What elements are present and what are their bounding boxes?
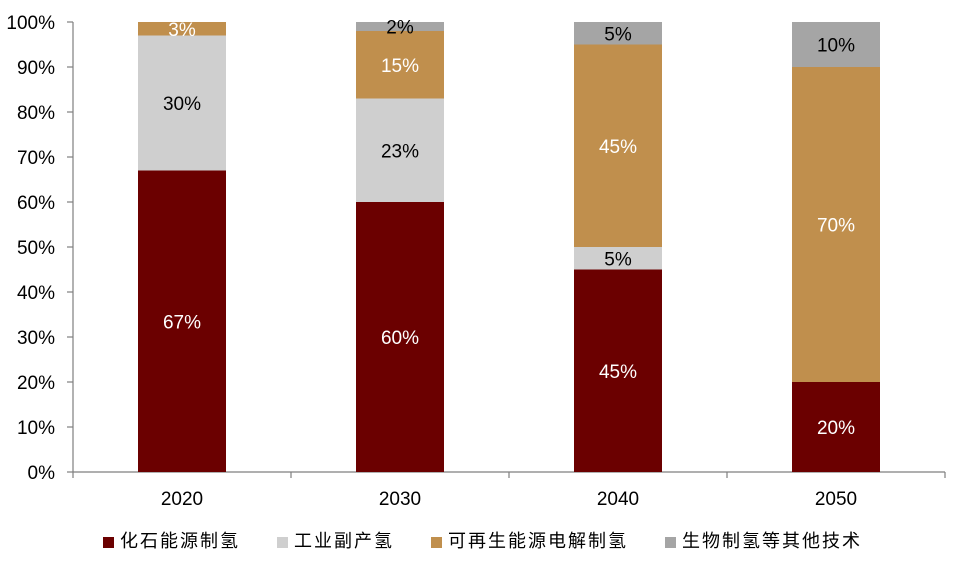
bar-segment [356, 22, 444, 31]
legend-swatch [665, 537, 676, 548]
bar-segment [356, 98, 444, 202]
y-tick-label: 40% [17, 283, 55, 304]
legend: 化石能源制氢 工业副产氢 可再生能源电解制氢 生物制氢等其他技术 [103, 531, 862, 552]
data-label: 60% [381, 328, 419, 349]
data-label: 45% [599, 137, 637, 158]
legend-label: 工业副产氢 [294, 531, 394, 552]
legend-swatch [277, 537, 288, 548]
data-label: 5% [604, 249, 632, 270]
data-labels: 67% 30% 3% 60% 23% 15% 2% 45% 5% 45% 5% 20% 70% 10% [163, 18, 855, 440]
data-label: 15% [381, 56, 419, 77]
legend-swatch [103, 537, 114, 548]
x-tick-label: 2050 [815, 489, 857, 510]
y-tick-label: 20% [17, 373, 55, 394]
bar-segment [138, 170, 226, 472]
legend-swatch [431, 537, 442, 548]
axes: 0% 10% 20% 30% 40% 50% 60% 70% 80% 90% 100% 2020 203… [6, 13, 946, 510]
data-label: 3% [168, 20, 196, 41]
data-label: 70% [817, 216, 855, 237]
y-tick-label: 100% [6, 13, 55, 34]
bar-segment [138, 35, 226, 171]
legend-label: 可再生能源电解制氢 [448, 531, 628, 552]
data-label: 30% [163, 94, 201, 115]
bar-segment [356, 202, 444, 472]
bar-segment [792, 22, 880, 67]
bar-segment [574, 247, 662, 270]
data-label: 67% [163, 312, 201, 333]
y-tick-label: 0% [28, 463, 56, 484]
data-label: 5% [604, 24, 632, 45]
y-tick-label: 50% [17, 238, 55, 259]
bar-segment [574, 22, 662, 45]
data-label: 20% [817, 418, 855, 439]
y-tick-label: 70% [17, 148, 55, 169]
y-tick-label: 60% [17, 193, 55, 214]
x-tick-label: 2020 [161, 489, 203, 510]
data-label: 45% [599, 362, 637, 383]
legend-label: 生物制氢等其他技术 [682, 531, 862, 552]
bar-segment [356, 31, 444, 99]
bars [138, 22, 880, 472]
y-tick-label: 10% [17, 418, 55, 439]
bar-segment [574, 269, 662, 472]
x-tick-label: 2040 [597, 489, 639, 510]
y-tick-label: 30% [17, 328, 55, 349]
x-tick-label: 2030 [379, 489, 421, 510]
data-label: 23% [381, 141, 419, 162]
bar-segment [792, 67, 880, 382]
y-tick-label: 80% [17, 103, 55, 124]
y-tick-label: 90% [17, 58, 55, 79]
data-label: 2% [386, 18, 414, 39]
bar-segment [138, 22, 226, 36]
legend-label: 化石能源制氢 [120, 531, 240, 552]
bar-segment [574, 44, 662, 247]
bar-segment [792, 382, 880, 472]
data-label: 10% [817, 36, 855, 57]
